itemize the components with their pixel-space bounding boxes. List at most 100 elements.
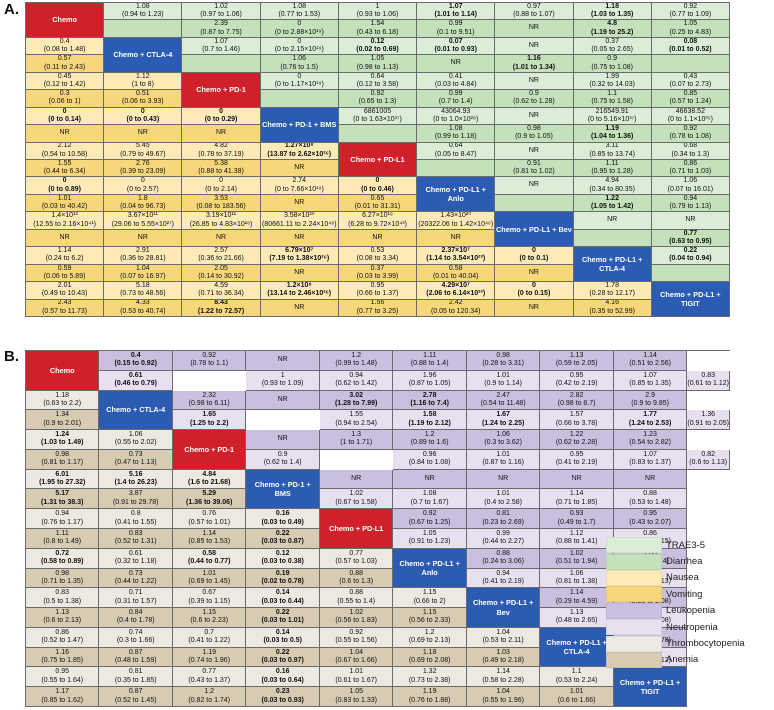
matrix-cell: 0.4 (0.15 to 0.92) xyxy=(99,351,173,371)
treatment-label: Chemo + PD-L1 xyxy=(319,509,394,549)
cell-value: 0.81 xyxy=(496,510,510,518)
cell-value: 1.03 xyxy=(496,648,510,656)
cell-value: 1.18 xyxy=(422,648,437,656)
cell-value: (13.14 to 2.46×10²⁶) xyxy=(267,290,332,298)
treatment-label: Chemo + PD-1 + BMS xyxy=(260,107,339,143)
matrix-cell: 0 (0 to 0.1) xyxy=(495,247,574,265)
cell-value: 0.16 xyxy=(275,668,290,676)
cell-value: NR xyxy=(450,59,461,67)
cell-value: 0.22 xyxy=(275,529,290,537)
matrix-cell: 1.19 (0.74 to 1.96) xyxy=(172,647,247,668)
matrix-cell: 0.8 (0.41 to 1.55) xyxy=(99,509,173,529)
cell-value: (0.98 to 1.13) xyxy=(356,63,399,71)
cell-value: 2.32 xyxy=(202,391,217,399)
cell-value: (0.9 to 9.85) xyxy=(631,399,669,407)
cell-value: (0.7 to 1.46) xyxy=(202,46,240,54)
cell-value: (0.56 to 1.83) xyxy=(335,617,377,625)
cell-value: (80661.11 to 2.24×10⁴⁸) xyxy=(262,220,337,228)
cell-value: (0.41 to 1.22) xyxy=(188,637,231,645)
cell-value: (0.12 to 1.42) xyxy=(43,81,86,88)
matrix-cell: 2.39 (0.87 to 7.75) xyxy=(182,20,261,38)
matrix-cell: 1.01 (0.03 to 40.42) xyxy=(26,194,105,213)
cell-value: (0.06 to 3.93) xyxy=(122,98,164,106)
matrix-cell: 1.14 (0.85 to 1.53) xyxy=(172,529,247,549)
matrix-cell: 1.01 (0.69 to 1.45) xyxy=(172,568,247,589)
matrix-cell: 1.07 (0.7 to 1.46) xyxy=(182,37,261,56)
matrix-cell: 0.83 (0.52 to 1.31) xyxy=(99,529,173,549)
cell-value: NR xyxy=(277,395,288,403)
matrix-cell: 0 (0 to 0.15) xyxy=(495,282,574,300)
matrix-cell: 1.12 (1 to 8) xyxy=(104,72,183,91)
matrix-cell: 0.97 (0.88 to 1.07) xyxy=(495,3,574,21)
matrix-cell: 2.74 (0 to 7.66×10¹⁹) xyxy=(260,177,339,195)
cell-value: (0.03 to 0.38) xyxy=(261,558,304,566)
cell-value: 5.17 xyxy=(55,490,70,498)
cell-value: (0.9 to 1.05) xyxy=(515,133,553,141)
matrix-cell: 1.04 (0.55 to 1.96) xyxy=(466,687,541,707)
matrix-cell: NR xyxy=(466,469,541,490)
cell-value: (0.29 to 4.59) xyxy=(555,597,598,605)
matrix-cell: 1.06 (0.55 to 2.02) xyxy=(99,430,173,450)
matrix-cell: NR xyxy=(104,229,183,248)
cell-value: (0.62 to 1.4) xyxy=(263,459,302,467)
cell-value: (0.78 to 1.1) xyxy=(190,360,229,368)
cell-value: (1.31 to 38.3) xyxy=(41,498,84,506)
cell-value: 1.14 xyxy=(496,668,510,676)
matrix-cell: 4.16 (0.35 to 52.99) xyxy=(573,299,652,317)
cell-value: (0.6 to 2.13) xyxy=(43,617,82,625)
matrix-cell: 0.83 (0.5 to 1.38) xyxy=(26,588,100,609)
matrix-cell: 0.81 (0.23 to 2.69) xyxy=(466,509,541,529)
cell-value: (0.55 to 1.56) xyxy=(335,637,377,645)
cell-value: (0.53 to 40.74) xyxy=(120,307,166,315)
cell-value: (0.4 to 1.78) xyxy=(116,617,155,625)
cell-value: 0.9 xyxy=(607,55,618,63)
matrix-cell: 1.14 (0.58 to 2.28) xyxy=(466,667,541,688)
matrix-cell: 1.34 (0.9 to 2.01) xyxy=(26,410,100,431)
cell-value: (0.87 to 7.75) xyxy=(200,28,242,36)
matrix-cell xyxy=(182,55,261,73)
cell-value: 1.19 xyxy=(422,688,437,696)
matrix-cell: NR xyxy=(495,72,574,91)
cell-value: 0.77 xyxy=(202,668,217,676)
cell-value: NR xyxy=(528,303,539,311)
cell-value: (1.03 to 1.49) xyxy=(41,439,84,447)
matrix-cell: 1.2 (0.82 to 1.74) xyxy=(172,687,247,707)
treatment-label: Chemo + PD-L1 + Bev xyxy=(495,212,574,248)
cell-value: (0.76 to 1.5) xyxy=(280,63,319,71)
cell-value: NR xyxy=(528,76,539,84)
matrix-cell: 1.15 (0.66 to 2) xyxy=(393,588,467,609)
cell-value: 0.94 xyxy=(349,371,363,379)
matrix-cell xyxy=(651,264,730,283)
cell-value: NR xyxy=(528,146,539,154)
cell-value: 1.07 xyxy=(643,371,657,379)
matrix-cell: 0.94 (0.62 to 1.42) xyxy=(319,370,394,391)
cell-value: (0.91 to 2.05) xyxy=(687,419,729,427)
matrix-cell: 1.1 (0.75 to 1.58) xyxy=(573,90,652,108)
matrix-cell: 1.57 (0.66 to 3.78) xyxy=(540,410,614,431)
cell-value: (0.54 to 2.82) xyxy=(629,439,671,447)
cell-value: 2.01 xyxy=(57,282,72,289)
matrix-cell: 0.59 (0.06 to 5.89) xyxy=(26,264,105,283)
legend-label: TRAE3-5 xyxy=(666,539,706,551)
cell-value: 0.81 xyxy=(128,668,143,676)
cell-value: (0.3 to 3.62) xyxy=(484,439,523,447)
cell-value: (0.84 to 1.08) xyxy=(408,459,451,467)
legend-label: Nausea xyxy=(666,572,699,584)
matrix-cell: 1.2 (0.89 to 1.6) xyxy=(393,430,467,450)
cell-value: (0.41 to 1.55) xyxy=(114,518,157,526)
matrix-cell: 1.19 (0.76 to 1.88) xyxy=(393,687,467,707)
matrix-cell: 3.58×10²⁰ (80661.11 to 2.24×10⁴⁸) xyxy=(260,212,339,230)
cell-value: (0.57 to 1.24) xyxy=(669,98,712,106)
matrix-cell: 0.53 (0.08 to 3.34) xyxy=(338,247,418,265)
cell-value: 1.08 xyxy=(292,3,307,10)
matrix-cell: 0.95 (0.41 to 2.19) xyxy=(540,449,614,470)
cell-value: 0.7 xyxy=(204,628,215,636)
cell-value: (0.81 to 1.17) xyxy=(41,459,84,467)
legend-label: Neutropenia xyxy=(666,621,718,633)
matrix-cell: 5.17 (1.31 to 38.3) xyxy=(26,489,100,510)
matrix-cell: NR xyxy=(613,469,688,490)
cell-value: (0.12 to 3.58) xyxy=(356,81,399,88)
matrix-cell: 0.87 (0.48 to 1.59) xyxy=(99,647,173,668)
legend-swatch xyxy=(606,602,662,619)
cell-value: NR xyxy=(685,216,696,224)
